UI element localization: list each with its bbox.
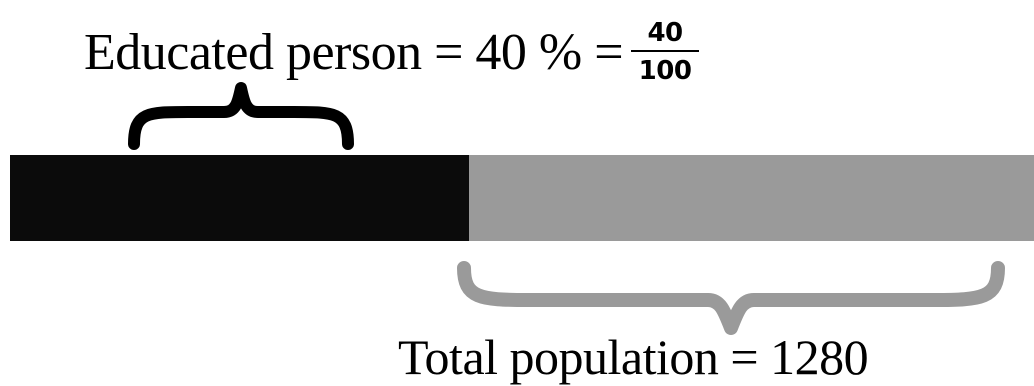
educated-person-label: Educated person = 40 % = 40 100 [84,18,700,86]
fraction-numerator: 40 [647,18,683,48]
educated-brace [128,82,354,150]
remaining-segment [469,155,1034,241]
total-population-label: Total population = 1280 [398,329,869,385]
fraction-denominator: 100 [638,56,692,86]
educated-segment [10,155,469,241]
fraction-40-over-100: 40 100 [631,18,700,86]
fraction-bar [631,50,700,52]
population-bar [10,155,1034,241]
educated-person-text: Educated person = 40 % = [84,23,624,81]
total-population-brace [457,261,1005,335]
